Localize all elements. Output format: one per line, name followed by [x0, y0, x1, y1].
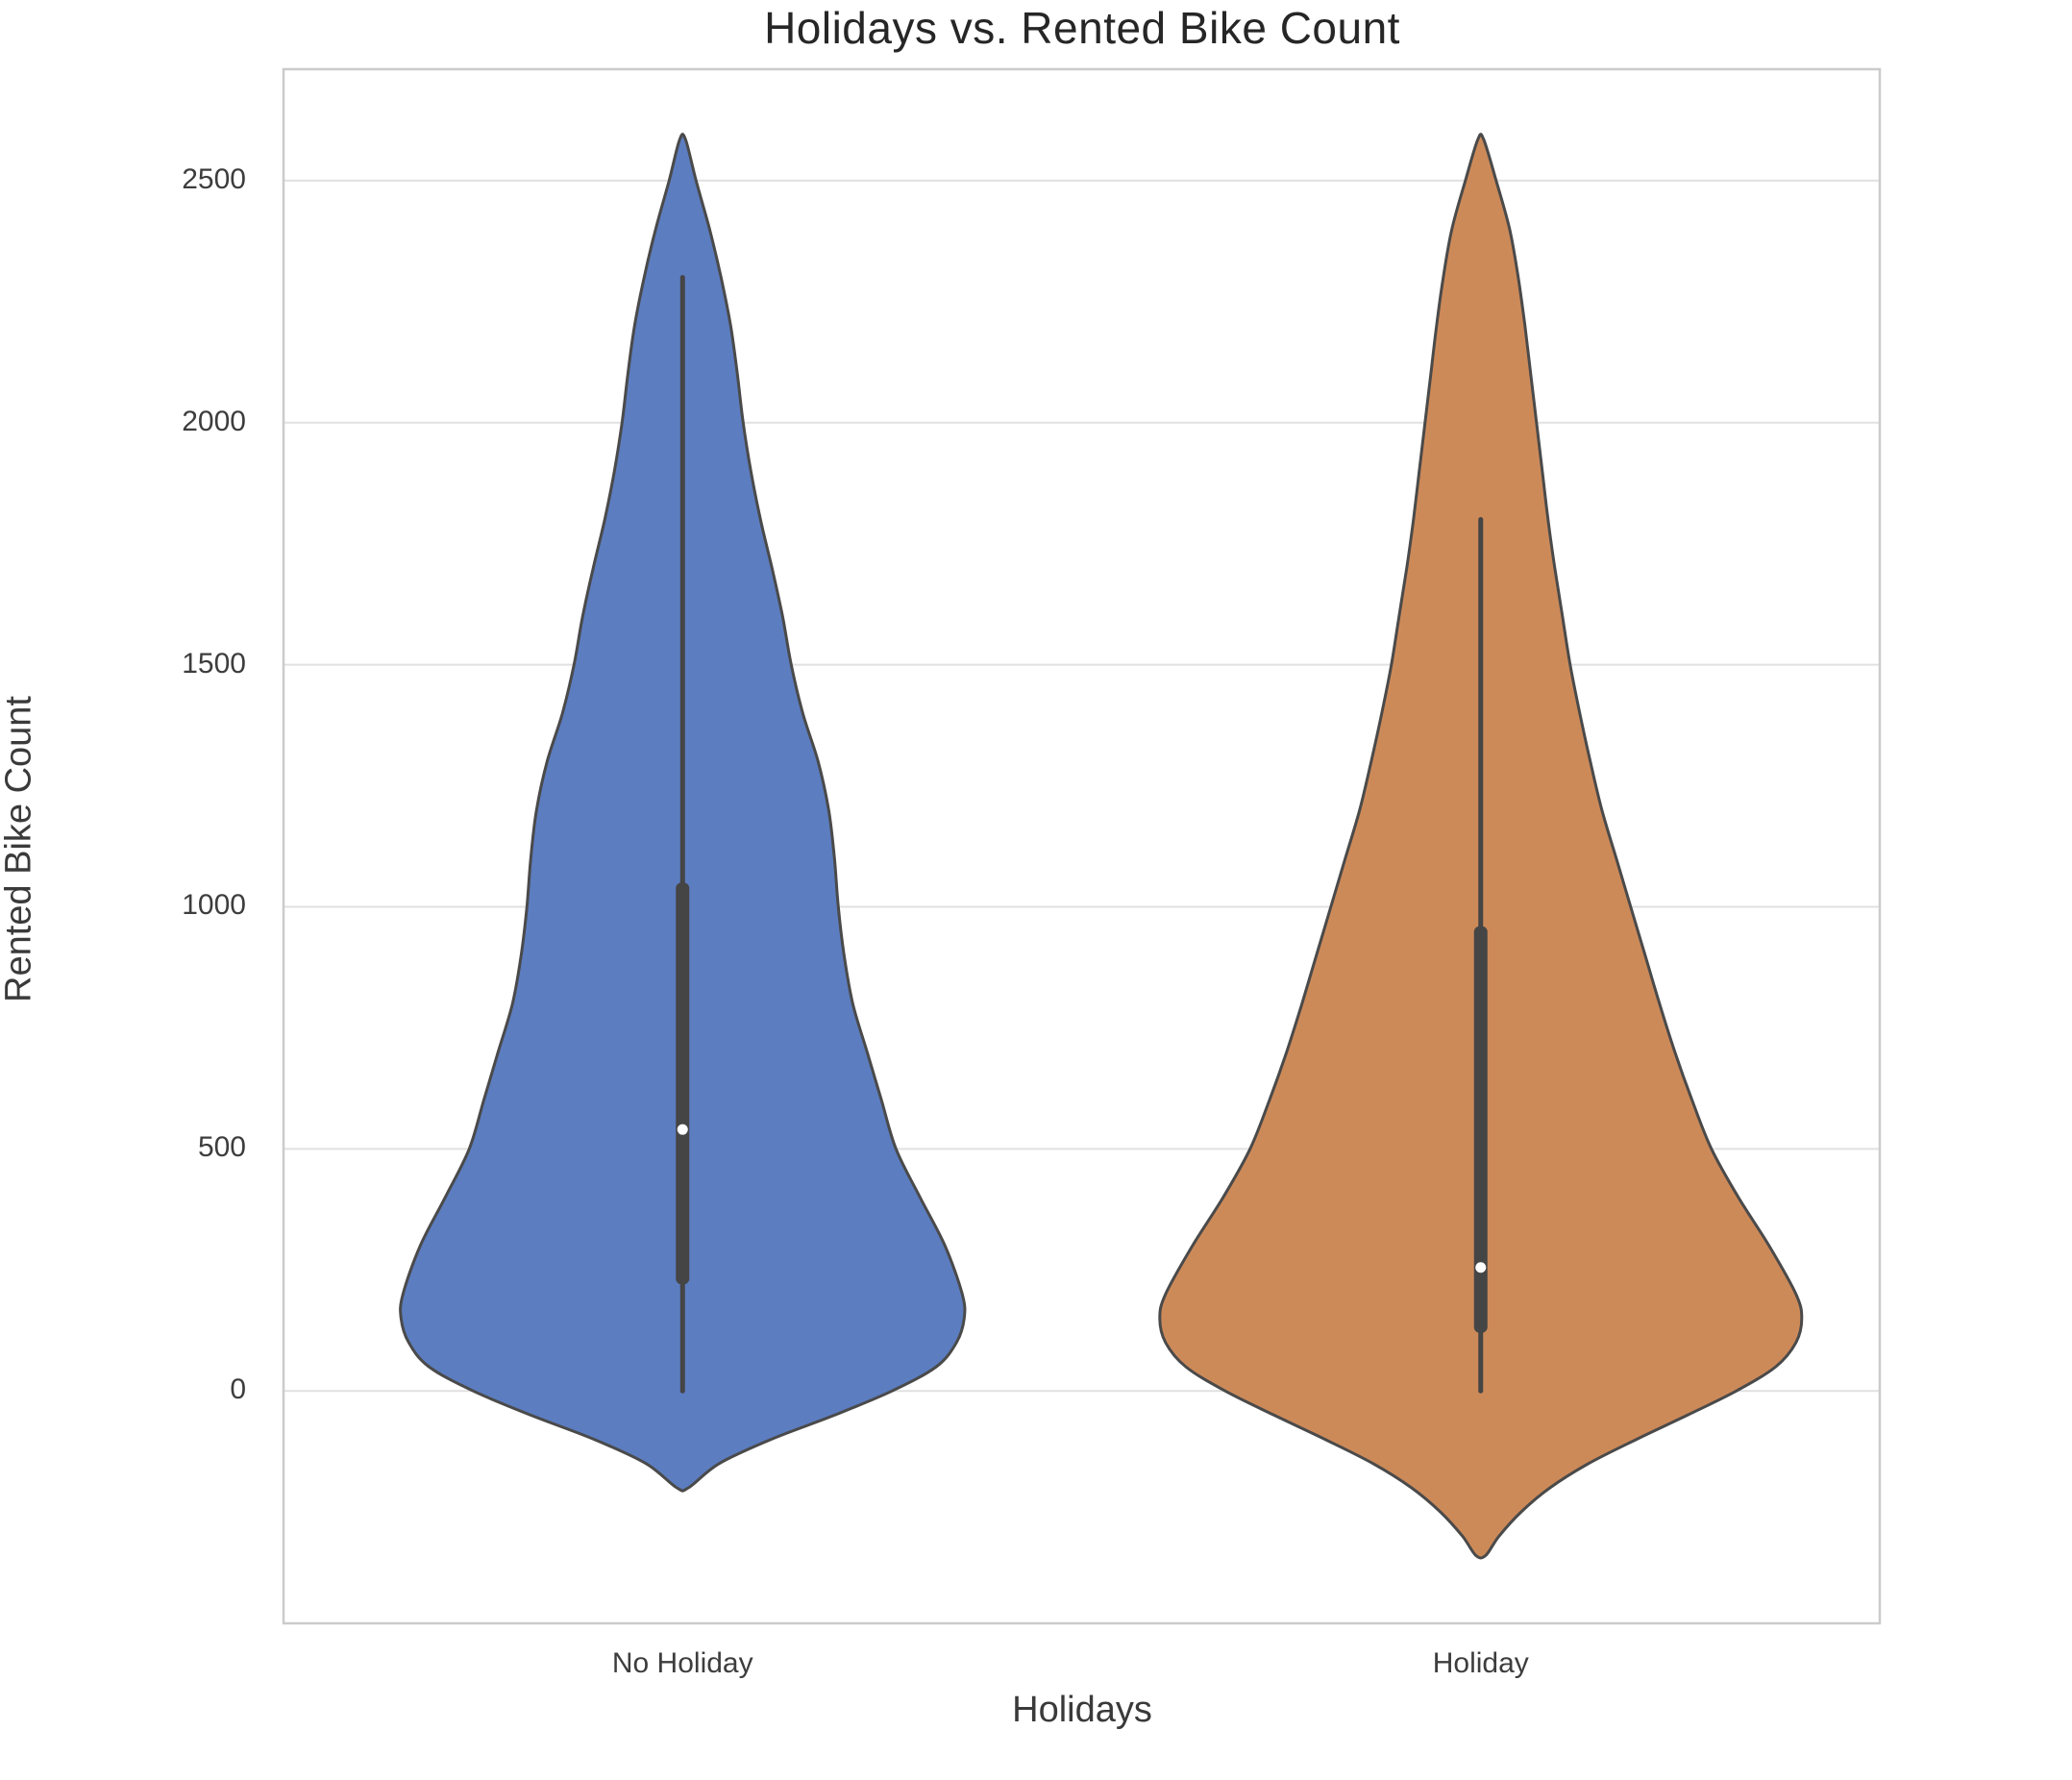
y-tick-label-2000: 2000 [182, 405, 246, 437]
median-dot-holiday [1475, 1262, 1487, 1273]
y-tick-label-500: 500 [197, 1131, 246, 1164]
x-tick-label-no-holiday: No Holiday [611, 1647, 753, 1679]
y-axis-label: Rented Bike Count [0, 696, 39, 1002]
plot-border [282, 67, 1882, 1625]
y-tick-label-1500: 1500 [182, 647, 246, 680]
y-tick-label-0: 0 [230, 1373, 246, 1406]
x-axis-label: Holidays [1012, 1690, 1152, 1730]
y-tick-label-2500: 2500 [182, 162, 246, 195]
median-dot-no-holiday [677, 1124, 688, 1135]
chart-title: Holidays vs. Rented Bike Count [764, 3, 1400, 53]
iqr-box-holiday [1473, 926, 1488, 1333]
y-tick-label-1000: 1000 [182, 889, 246, 922]
iqr-box-no-holiday [676, 882, 690, 1285]
x-tick-label-holiday: Holiday [1432, 1647, 1529, 1679]
